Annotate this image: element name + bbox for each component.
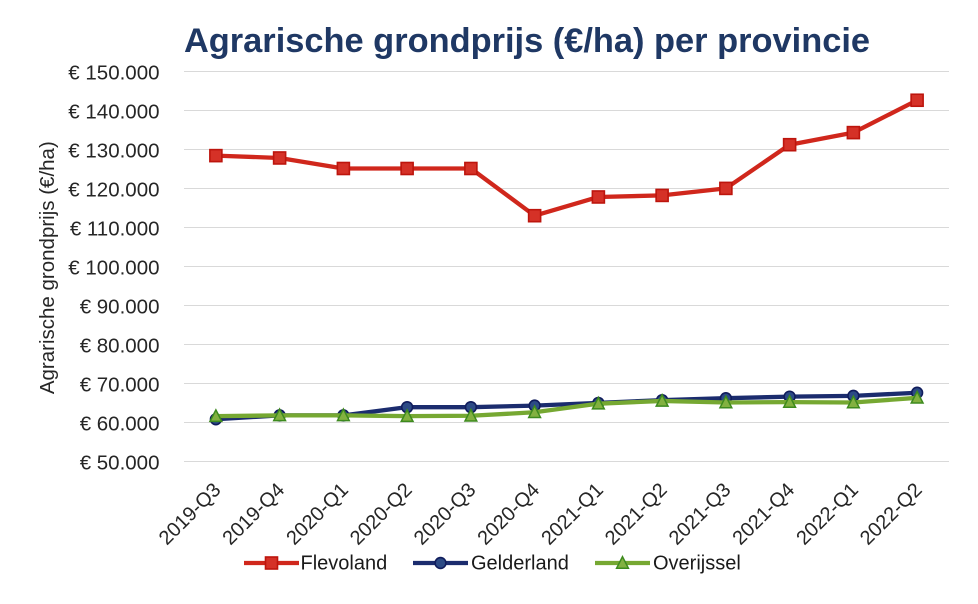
svg-text:€ 50.000: € 50.000 xyxy=(80,451,160,474)
svg-text:€ 80.000: € 80.000 xyxy=(80,334,160,357)
svg-text:€ 60.000: € 60.000 xyxy=(80,412,160,435)
svg-text:€ 120.000: € 120.000 xyxy=(68,178,159,201)
svg-text:€ 70.000: € 70.000 xyxy=(80,373,160,396)
svg-text:€ 90.000: € 90.000 xyxy=(80,295,160,318)
svg-text:€ 110.000: € 110.000 xyxy=(70,217,160,240)
svg-text:€ 140.000: € 140.000 xyxy=(68,100,159,123)
svg-text:€ 100.000: € 100.000 xyxy=(68,256,159,279)
svg-text:Flevoland: Flevoland xyxy=(301,553,388,575)
svg-text:€ 150.000: € 150.000 xyxy=(68,61,159,84)
svg-text:Agrarische grondprijs (€/ha) p: Agrarische grondprijs (€/ha) per provinc… xyxy=(184,22,870,60)
svg-text:€ 130.000: € 130.000 xyxy=(68,139,159,162)
svg-text:Agrarische grondprijs (€/ha): Agrarische grondprijs (€/ha) xyxy=(36,141,59,394)
svg-text:Overijssel: Overijssel xyxy=(653,553,741,575)
svg-text:Gelderland: Gelderland xyxy=(471,553,569,575)
